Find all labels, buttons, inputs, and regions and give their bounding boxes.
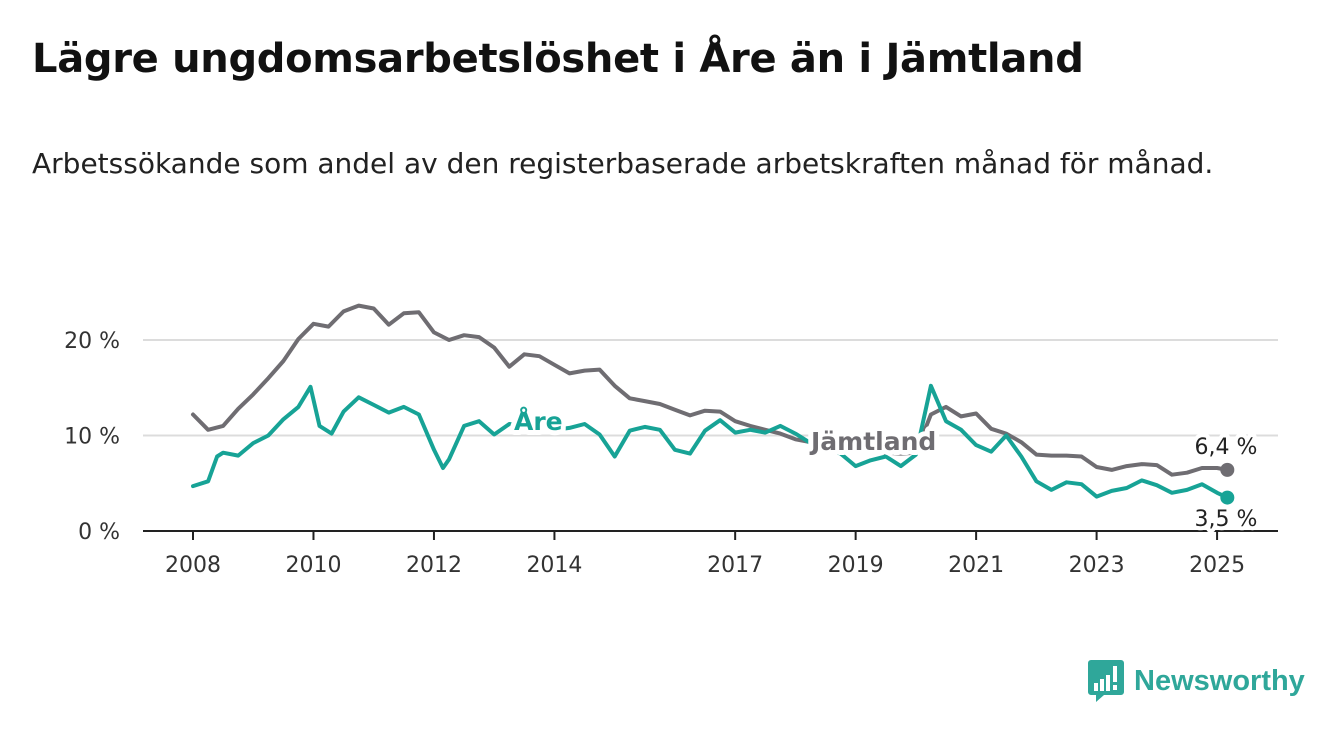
bar-chart-exclamation-icon <box>1088 660 1124 702</box>
chart-subtitle: Arbetssökande som andel av den registerb… <box>32 147 1214 180</box>
x-tick-label: 2019 <box>828 553 884 578</box>
end-point-are <box>1220 490 1235 505</box>
x-tick-label: 2017 <box>707 553 763 578</box>
end-label-are: 3,5 % <box>1195 507 1258 532</box>
series-label-jamtland-halo: Jämtland <box>809 427 936 456</box>
series-lines <box>191 303 1235 505</box>
series-label-are-halo: Åre <box>514 407 563 436</box>
x-tick-label: 2023 <box>1069 553 1125 578</box>
chart-title: Lägre ungdomsarbetslöshet i Åre än i Jäm… <box>32 36 1084 82</box>
newsworthy-brand: Newsworthy <box>1088 660 1305 702</box>
x-tick-label: 2014 <box>526 553 582 578</box>
brand-name: Newsworthy <box>1134 664 1305 697</box>
series-label-jamtland: Jämtland <box>809 427 936 456</box>
end-label-are-halo: 3,5 % <box>1195 507 1258 532</box>
x-tick-label: 2008 <box>165 553 221 578</box>
y-tick-label: 20 % <box>64 329 120 354</box>
series-line-are <box>191 383 1230 500</box>
series-line-jamtland <box>191 303 1230 477</box>
series-label-are: Åre <box>514 407 563 436</box>
axes: 0 % 10 % 20 % 2008 2010 2012 2014 2017 2019 2021 2… <box>64 329 1278 578</box>
y-tick-label: 0 % <box>78 520 120 545</box>
end-point-jamtland <box>1220 462 1235 477</box>
x-tick-label: 2012 <box>406 553 462 578</box>
x-tick-label: 2021 <box>948 553 1004 578</box>
gridlines <box>143 339 1278 437</box>
y-tick-label: 10 % <box>64 425 120 450</box>
x-tick-label: 2010 <box>285 553 341 578</box>
end-label-jamtland: 6,4 % <box>1195 435 1258 460</box>
end-label-jamtland-halo: 6,4 % <box>1195 435 1258 460</box>
x-tick-label: 2025 <box>1189 553 1245 578</box>
